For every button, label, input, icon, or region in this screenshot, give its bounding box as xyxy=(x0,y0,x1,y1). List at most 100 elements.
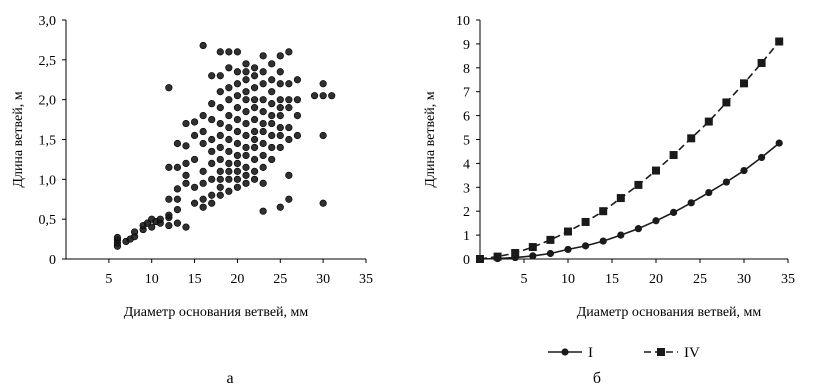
chart1-scatter-point xyxy=(259,68,267,76)
chart2-series-2-point xyxy=(564,227,572,236)
chart1-scatter-point xyxy=(208,135,216,144)
chart1-scatter-point xyxy=(328,92,336,100)
chart1-scatter-point xyxy=(250,104,259,112)
chart1-x-tick-label: 20 xyxy=(230,272,244,287)
chart1-scatter-point xyxy=(173,219,182,227)
chart1-scatter-point xyxy=(208,72,216,80)
chart1-y-tick-label: 3,0 xyxy=(39,14,57,29)
chart2-series-2-line xyxy=(479,40,780,260)
chart1-scatter-point xyxy=(285,171,293,179)
chart1-scatter-point xyxy=(182,171,190,179)
chart1-scatter-point xyxy=(216,88,224,96)
chart1-scatter-point xyxy=(156,215,164,223)
chart2-series-1-point xyxy=(758,153,766,162)
chart2-y-tick-label: 0 xyxy=(463,253,470,268)
chart2-series-2-point xyxy=(616,194,625,203)
chart1-scatter-point xyxy=(259,52,267,60)
chart2-x-tick-label: 35 xyxy=(781,272,795,287)
chart1-scatter-point xyxy=(276,203,284,211)
chart2-series-1-point xyxy=(652,217,660,225)
chart1-scatter-point xyxy=(190,118,199,126)
chart1-scatter-point xyxy=(233,139,242,148)
chart2-x-tick-label: 25 xyxy=(693,272,707,287)
chart2-y-tick-label: 2 xyxy=(463,205,470,220)
chart1-scatter-point xyxy=(208,147,216,156)
chart1-scatter-point xyxy=(190,155,199,164)
chart2-series-1-point xyxy=(582,242,590,250)
chart1-scatter-point xyxy=(225,135,233,144)
chart1-scatter-point xyxy=(225,64,233,72)
chart1-x-tick-label: 10 xyxy=(145,272,159,287)
chart1-scatter-point xyxy=(173,163,182,171)
chart1-scatter-point xyxy=(208,175,216,183)
chart1-scatter-point xyxy=(182,223,190,231)
chart2-series-2-point xyxy=(581,217,590,226)
chart1-scatter-point xyxy=(199,195,207,203)
chart2-series-2-point xyxy=(775,37,784,46)
chart2-series-1-point xyxy=(705,188,713,197)
chart1-scatter-point xyxy=(242,151,250,160)
chart1-scatter-point xyxy=(242,171,250,179)
chart1-scatter-point xyxy=(225,123,233,132)
chart2-series-1-point xyxy=(775,139,783,147)
chart1-x-tick-label: 5 xyxy=(105,272,112,287)
chart1-scatter-point xyxy=(216,143,224,152)
chart1-x-tick-label: 15 xyxy=(188,272,202,287)
chart1-x-tick-label: 30 xyxy=(316,272,330,287)
chart2-y-tick-label: 7 xyxy=(463,86,470,101)
chart2-series-2-point xyxy=(634,180,643,189)
chart2-x-tick-label: 15 xyxy=(605,272,619,287)
chart2-y-tick-label: 6 xyxy=(463,110,470,125)
chart1-scatter-point xyxy=(276,123,284,132)
chart1-scatter-point xyxy=(233,167,242,175)
chart1-y-tick-label: 2,5 xyxy=(39,54,57,69)
chart1-scatter-point xyxy=(293,131,302,140)
chart1-scatter-point xyxy=(216,175,224,183)
chart1-scatter-point xyxy=(216,183,224,191)
chart1-scatter-point xyxy=(216,119,224,128)
chart2-series-2-point xyxy=(669,151,678,160)
chart1-scatter-point xyxy=(225,84,233,92)
chart1-scatter-point xyxy=(173,206,182,214)
chart1-scatter-point xyxy=(268,143,276,152)
chart1-scatter-point xyxy=(225,187,233,195)
chart1-scatter-point xyxy=(242,108,250,116)
chart1-x-axis-label: Диаметр основания ветвей, мм xyxy=(124,305,309,320)
chart1-scatter-point xyxy=(208,199,216,207)
chart1-scatter-point xyxy=(259,127,267,136)
chart1-scatter-point xyxy=(250,167,259,175)
chart1-scatter-point xyxy=(259,139,267,148)
chart1-scatter-point xyxy=(225,147,233,156)
chart1-scatter-point xyxy=(319,199,327,207)
chart2-series-1-point xyxy=(634,225,643,233)
chart2-series-1-point xyxy=(564,245,572,254)
chart1-scatter-point xyxy=(259,207,267,215)
chart1-scatter-point xyxy=(259,96,267,104)
legend-series-2-label: IV xyxy=(684,345,700,361)
chart2-series-2-point xyxy=(493,252,502,261)
chart1-scatter-point xyxy=(182,179,190,187)
chart1-scatter-point xyxy=(233,92,242,100)
chart1-scatter-point xyxy=(250,155,259,164)
legend-series-2-marker xyxy=(657,348,665,356)
chart1-scatter-point xyxy=(182,159,190,167)
chart2-series-2-point xyxy=(511,249,520,258)
chart2-series-2-point xyxy=(546,235,555,244)
chart1-scatter-point xyxy=(268,131,276,140)
chart2-y-tick-label: 1 xyxy=(463,229,470,244)
chart1-scatter-point xyxy=(276,111,284,120)
chart1-scatter-point xyxy=(276,104,284,112)
chart1-scatter-point xyxy=(250,115,259,124)
chart1-scatter-point xyxy=(250,72,259,80)
chart1-y-tick-label: 0,5 xyxy=(39,213,57,228)
chart2-y-tick-label: 3 xyxy=(463,181,470,196)
chart1-scatter-point xyxy=(259,108,267,116)
chart2-series-2-point xyxy=(687,134,696,143)
chart1-scatter-point xyxy=(216,48,224,56)
chart1-panel-label: а xyxy=(226,370,233,387)
chart1-scatter-point xyxy=(276,131,284,140)
chart1-scatter-point xyxy=(199,139,207,148)
chart1-scatter-point xyxy=(225,167,233,175)
legend-series-1-label: I xyxy=(588,345,593,361)
